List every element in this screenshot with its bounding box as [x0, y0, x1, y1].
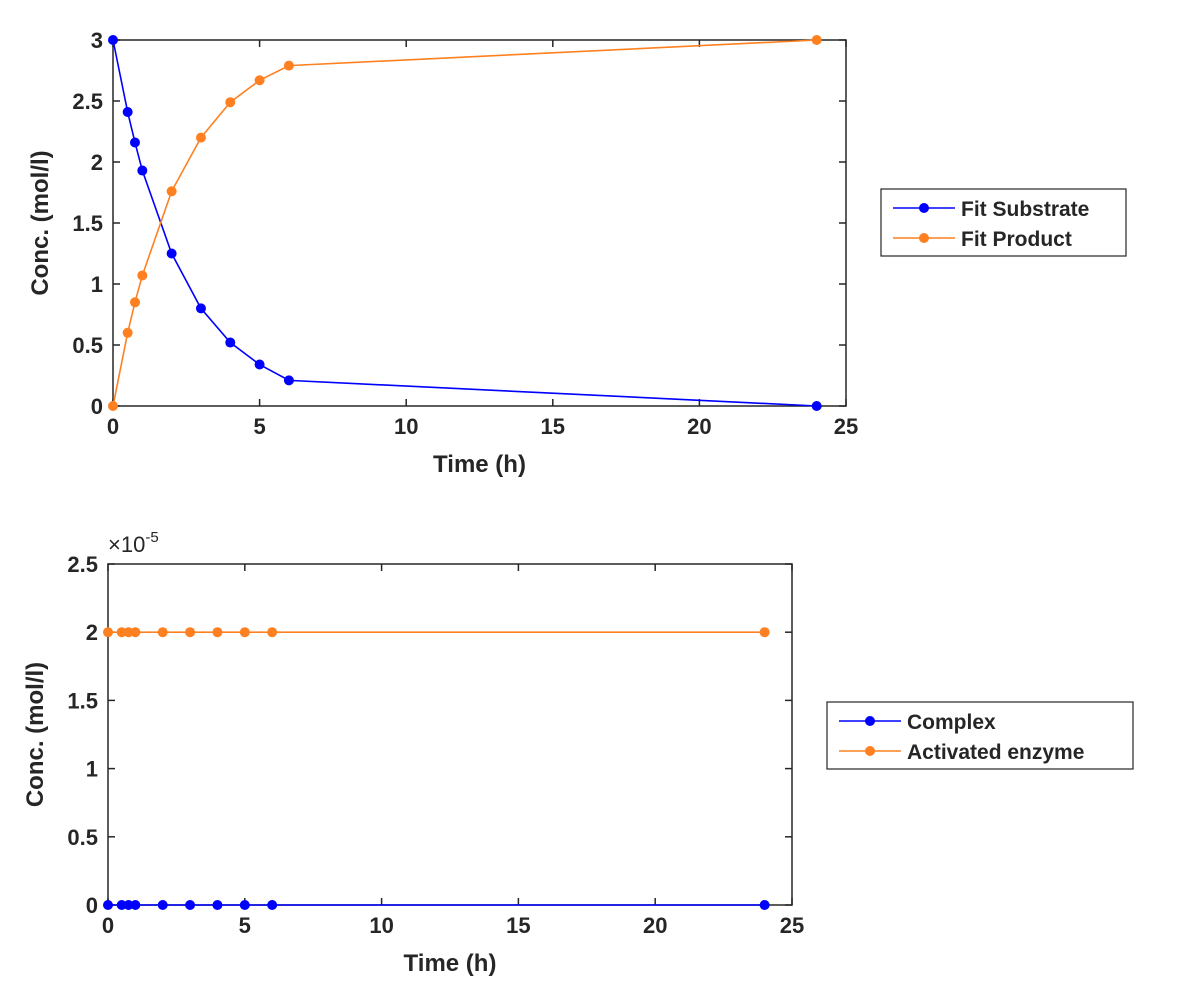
legend-swatch-marker: [919, 233, 929, 243]
data-point: [130, 627, 141, 638]
x-tick-label: 20: [687, 414, 711, 439]
x-tick-label: 5: [253, 414, 265, 439]
data-point: [225, 97, 236, 108]
y-tick-label: 2.5: [72, 89, 103, 114]
chart-1: 0 5 10 15 20 25 0 0.5 1 1.5 2 2.5 3 Time (h) Conc. (mo…: [27, 28, 1127, 478]
x-tick-label: 10: [369, 913, 393, 938]
data-point: [212, 900, 223, 910]
data-point: [225, 337, 236, 348]
legend-box: [880, 188, 1127, 257]
data-point: [811, 35, 822, 45]
data-point: [122, 106, 133, 117]
y-tick-label: 0: [86, 893, 98, 918]
y-tick-label: 0.5: [72, 333, 103, 358]
data-point: [122, 327, 133, 338]
y-tick-label: 2: [86, 620, 98, 645]
x-tick-label: 25: [780, 913, 804, 938]
x-axis-label: Time (h): [433, 451, 526, 478]
data-point: [212, 627, 223, 638]
y-tick-label: 2.5: [67, 552, 98, 577]
data-point: [239, 900, 250, 910]
data-point: [137, 270, 148, 281]
legend: Complex Activated enzyme: [826, 701, 1134, 770]
x-tick-label: 10: [394, 414, 418, 439]
plot-area: [107, 563, 793, 906]
data-point: [123, 627, 134, 638]
y-tick-label: 1: [91, 272, 103, 297]
data-point: [129, 137, 140, 148]
series-fit-product: [108, 35, 822, 411]
data-point: [267, 627, 278, 638]
data-point: [129, 297, 140, 308]
legend-swatch-marker: [919, 203, 929, 213]
series-fit-substrate: [108, 35, 822, 411]
series-line: [112, 39, 817, 407]
legend-label: Fit Substrate: [961, 198, 1089, 221]
y-tick-label: 0.5: [67, 825, 98, 850]
data-point: [254, 75, 265, 86]
legend-label: Fit Product: [961, 228, 1072, 251]
data-point: [254, 359, 265, 370]
x-tick-label: 0: [102, 913, 114, 938]
data-point: [116, 627, 127, 638]
y-tick-label: 3: [91, 28, 103, 53]
y-tick-label: 1.5: [67, 688, 98, 713]
x-axis-label: Time (h): [404, 950, 497, 977]
legend-swatch-marker: [865, 746, 875, 756]
legend-label: Complex: [907, 711, 996, 734]
legend-box: [826, 701, 1134, 770]
x-tick-label: 20: [643, 913, 667, 938]
data-point: [239, 627, 250, 638]
data-point: [103, 627, 113, 638]
x-tick-label: 5: [239, 913, 251, 938]
x-tick-label: 15: [541, 414, 565, 439]
data-point: [157, 627, 168, 638]
data-point: [185, 900, 196, 910]
series-activated-enzyme: [103, 627, 770, 638]
data-point: [195, 303, 206, 314]
y-tick-label: 0: [91, 394, 103, 419]
data-point: [157, 900, 168, 910]
data-point: [195, 132, 206, 143]
data-point: [116, 900, 127, 910]
data-point: [759, 627, 770, 638]
data-point: [267, 900, 278, 910]
data-point: [166, 248, 177, 259]
data-point: [137, 165, 148, 176]
chart-2: 0 5 10 15 20 25 0 0.5 1 1.5 2 2.5 Time (h) Conc. (mol…: [22, 529, 1134, 977]
data-point: [283, 375, 294, 386]
y-tick-label: 1: [86, 757, 98, 782]
data-point: [108, 401, 118, 411]
data-point: [166, 186, 177, 197]
y-tick-label: 2: [91, 150, 103, 175]
y-exponent-label: ×10-5: [108, 529, 159, 557]
series-line: [112, 39, 817, 407]
data-point: [103, 900, 113, 910]
x-tick-label: 25: [834, 414, 858, 439]
legend-label: Activated enzyme: [907, 741, 1084, 764]
x-tick-label: 0: [107, 414, 119, 439]
series-complex: [103, 900, 770, 910]
data-point: [811, 401, 822, 411]
data-point: [759, 900, 770, 910]
y-axis-label: Conc. (mol/l): [27, 150, 54, 295]
data-point: [108, 35, 118, 45]
y-tick-label: 1.5: [72, 211, 103, 236]
legend: Fit Substrate Fit Product: [880, 188, 1127, 257]
x-tick-label: 15: [506, 913, 530, 938]
data-point: [283, 60, 294, 71]
data-point: [130, 900, 141, 910]
plot-area: [112, 39, 847, 407]
data-point: [185, 627, 196, 638]
y-axis-label: Conc. (mol/l): [22, 662, 49, 807]
data-point: [123, 900, 134, 910]
legend-swatch-marker: [865, 716, 875, 726]
